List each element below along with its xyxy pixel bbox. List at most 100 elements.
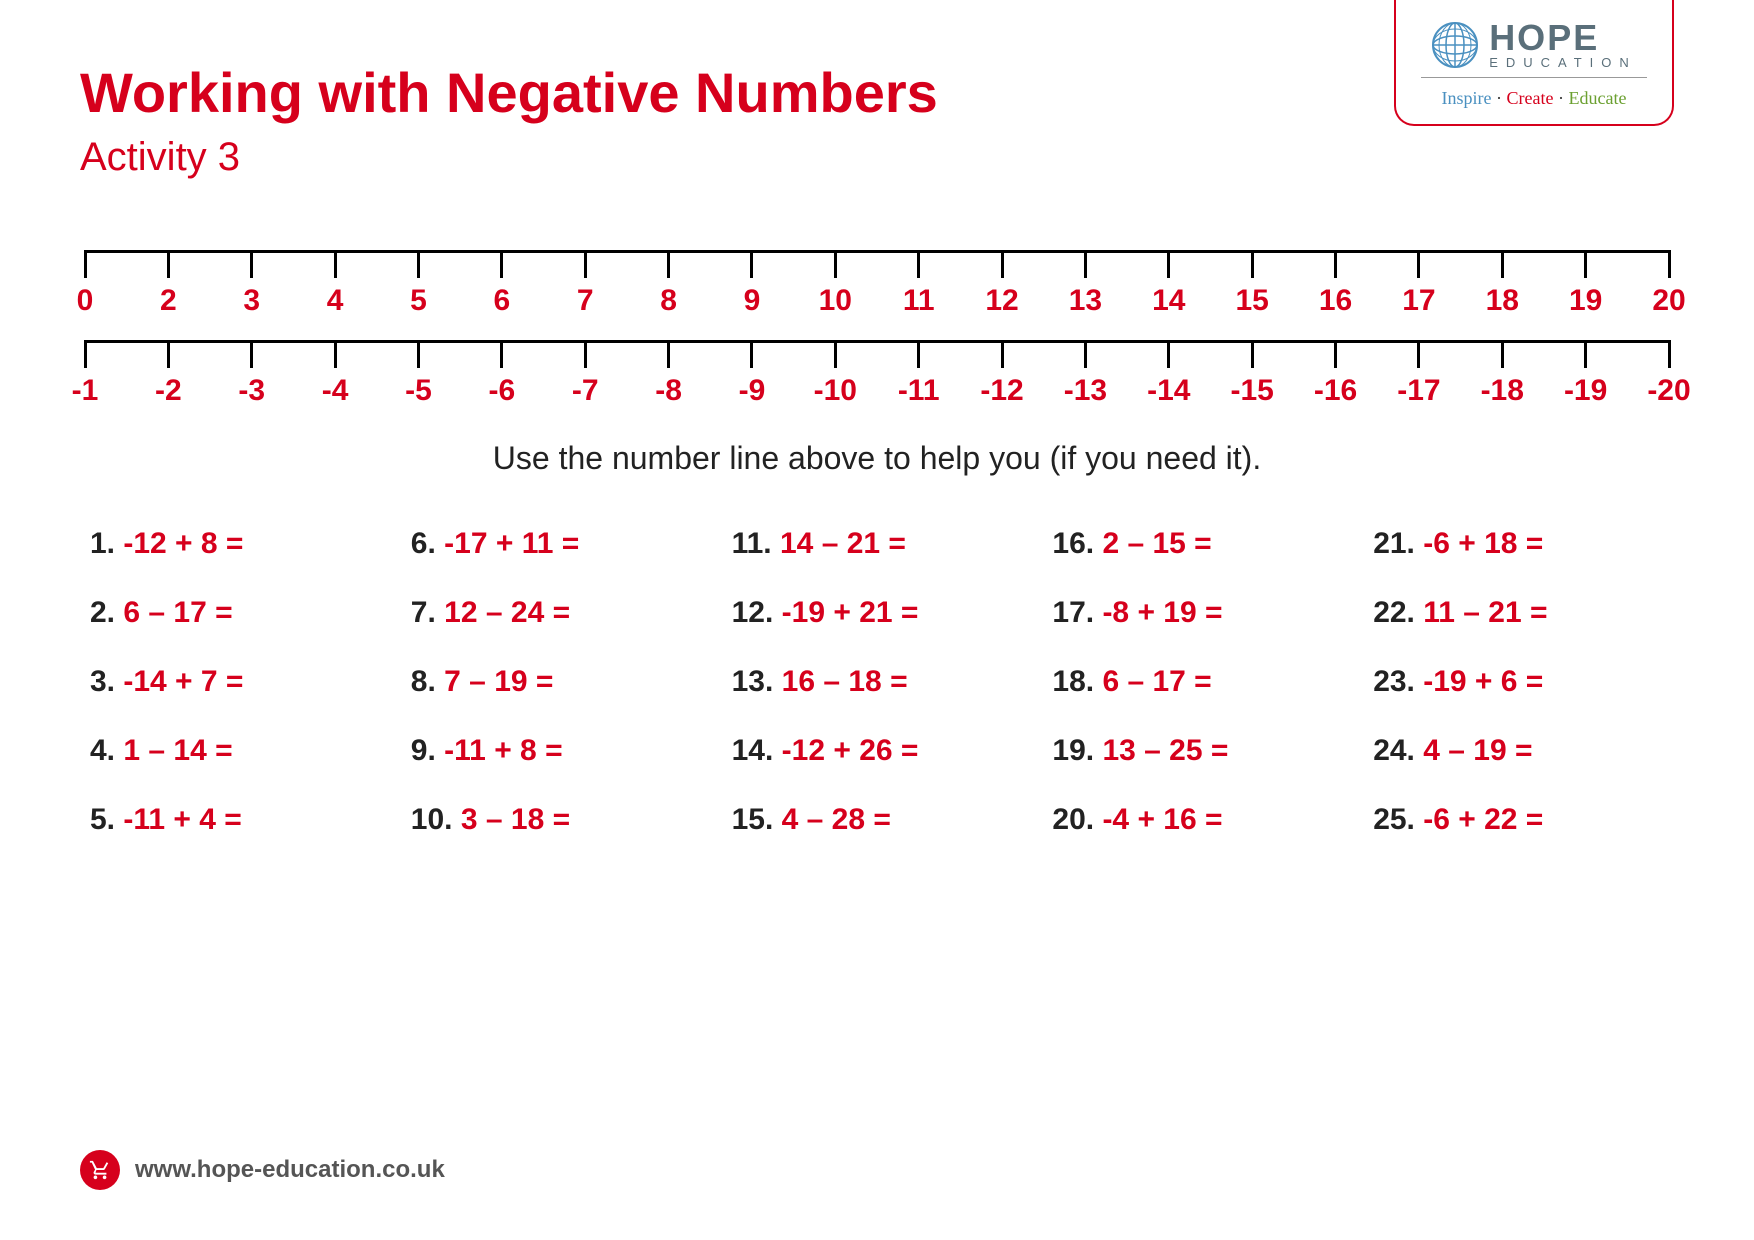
number-line-tick bbox=[750, 340, 753, 368]
number-line-tick bbox=[667, 250, 670, 278]
number-line-tick bbox=[834, 340, 837, 368]
number-line-tick bbox=[917, 340, 920, 368]
problem-item: 17. -8 + 19 = bbox=[1052, 596, 1343, 630]
number-line-label: 12 bbox=[985, 284, 1018, 318]
problem-item: 10. 3 – 18 = bbox=[411, 803, 702, 837]
cart-icon bbox=[80, 1150, 120, 1190]
number-line-label: 10 bbox=[819, 284, 852, 318]
problem-number: 23. bbox=[1373, 665, 1423, 698]
number-line-tick bbox=[167, 250, 170, 278]
problem-number: 6. bbox=[411, 527, 444, 560]
number-line-tick bbox=[334, 340, 337, 368]
problem-number: 4. bbox=[90, 734, 123, 767]
number-line-tick bbox=[1167, 250, 1170, 278]
number-line-tick bbox=[167, 340, 170, 368]
logo-sub: EDUCATION bbox=[1489, 56, 1637, 69]
title-block: Working with Negative Numbers Activity 3 bbox=[80, 60, 1394, 180]
number-line-tick bbox=[1668, 250, 1671, 278]
number-line-tick bbox=[1417, 340, 1420, 368]
logo-brand: HOPE bbox=[1489, 20, 1599, 56]
logo-divider bbox=[1421, 77, 1647, 78]
number-line-label: -3 bbox=[238, 374, 265, 408]
number-line-label: -16 bbox=[1314, 374, 1357, 408]
problem-number: 20. bbox=[1052, 803, 1102, 836]
problem-item: 8. 7 – 19 = bbox=[411, 665, 702, 699]
problem-number: 14. bbox=[732, 734, 782, 767]
problem-item: 20. -4 + 16 = bbox=[1052, 803, 1343, 837]
number-line-label: -8 bbox=[655, 374, 682, 408]
problem-number: 15. bbox=[732, 803, 782, 836]
page-subtitle: Activity 3 bbox=[80, 135, 1394, 180]
logo-text: HOPE EDUCATION bbox=[1489, 20, 1637, 69]
problem-item: 2. 6 – 17 = bbox=[90, 596, 381, 630]
number-line-tick bbox=[584, 340, 587, 368]
number-line-label: 8 bbox=[660, 284, 677, 318]
problem-item: 13. 16 – 18 = bbox=[732, 665, 1023, 699]
problem-expression: 11 – 21 = bbox=[1423, 596, 1547, 629]
problem-item: 19. 13 – 25 = bbox=[1052, 734, 1343, 768]
tagline-create: Create bbox=[1507, 88, 1554, 108]
problem-expression: -12 + 26 = bbox=[782, 734, 919, 767]
logo-box: HOPE EDUCATION Inspire · Create · Educat… bbox=[1394, 0, 1674, 126]
problem-item: 4. 1 – 14 = bbox=[90, 734, 381, 768]
number-line-label: -18 bbox=[1481, 374, 1524, 408]
problem-number: 10. bbox=[411, 803, 461, 836]
problem-number: 21. bbox=[1373, 527, 1423, 560]
problem-expression: -6 + 22 = bbox=[1423, 803, 1543, 836]
logo-tagline: Inspire · Create · Educate bbox=[1421, 88, 1647, 109]
number-line-axis bbox=[85, 340, 1669, 343]
problem-number: 7. bbox=[411, 596, 444, 629]
problem-expression: 2 – 15 = bbox=[1102, 527, 1211, 560]
number-line-tick bbox=[1084, 340, 1087, 368]
problem-number: 12. bbox=[732, 596, 782, 629]
footer: www.hope-education.co.uk bbox=[80, 1150, 445, 1190]
number-line-tick bbox=[500, 340, 503, 368]
problem-item: 12. -19 + 21 = bbox=[732, 596, 1023, 630]
problem-expression: -17 + 11 = bbox=[444, 527, 579, 560]
number-line-label: -20 bbox=[1647, 374, 1690, 408]
problem-item: 24. 4 – 19 = bbox=[1373, 734, 1664, 768]
problem-number: 5. bbox=[90, 803, 123, 836]
problem-number: 1. bbox=[90, 527, 123, 560]
problem-expression: 3 – 18 = bbox=[461, 803, 570, 836]
number-line-tick bbox=[917, 250, 920, 278]
tagline-inspire: Inspire bbox=[1442, 88, 1492, 108]
problem-expression: 16 – 18 = bbox=[782, 665, 908, 698]
problem-expression: 12 – 24 = bbox=[444, 596, 570, 629]
problem-expression: 6 – 17 = bbox=[1102, 665, 1211, 698]
problem-item: 6. -17 + 11 = bbox=[411, 527, 702, 561]
number-line-label: -9 bbox=[739, 374, 766, 408]
number-line-tick bbox=[84, 340, 87, 368]
number-line-label: 16 bbox=[1319, 284, 1352, 318]
problem-item: 15. 4 – 28 = bbox=[732, 803, 1023, 837]
number-line-label: -4 bbox=[322, 374, 349, 408]
problem-item: 25. -6 + 22 = bbox=[1373, 803, 1664, 837]
number-line-label: 9 bbox=[744, 284, 761, 318]
tagline-dot: · bbox=[1496, 88, 1507, 108]
number-line-label: 2 bbox=[160, 284, 177, 318]
number-line-label: 3 bbox=[243, 284, 260, 318]
number-line-label: 7 bbox=[577, 284, 594, 318]
problem-expression: 7 – 19 = bbox=[444, 665, 553, 698]
number-line-tick bbox=[1501, 250, 1504, 278]
number-line-label: 20 bbox=[1652, 284, 1685, 318]
problem-number: 19. bbox=[1052, 734, 1102, 767]
problem-number: 22. bbox=[1373, 596, 1423, 629]
problem-expression: -14 + 7 = bbox=[123, 665, 243, 698]
problem-expression: 14 – 21 = bbox=[780, 527, 906, 560]
problem-number: 16. bbox=[1052, 527, 1102, 560]
number-line-tick bbox=[1501, 340, 1504, 368]
number-line-label: 11 bbox=[903, 284, 935, 318]
number-line-tick bbox=[250, 340, 253, 368]
problem-number: 11. bbox=[732, 527, 780, 560]
problem-number: 2. bbox=[90, 596, 123, 629]
number-line-tick bbox=[1251, 340, 1254, 368]
number-line-label: 14 bbox=[1152, 284, 1185, 318]
number-line-tick bbox=[1084, 250, 1087, 278]
number-line-label: -11 bbox=[898, 374, 940, 408]
problem-expression: -11 + 4 = bbox=[123, 803, 241, 836]
number-line-label: -6 bbox=[488, 374, 515, 408]
problem-number: 24. bbox=[1373, 734, 1423, 767]
problem-expression: -6 + 18 = bbox=[1423, 527, 1543, 560]
number-line-tick bbox=[834, 250, 837, 278]
